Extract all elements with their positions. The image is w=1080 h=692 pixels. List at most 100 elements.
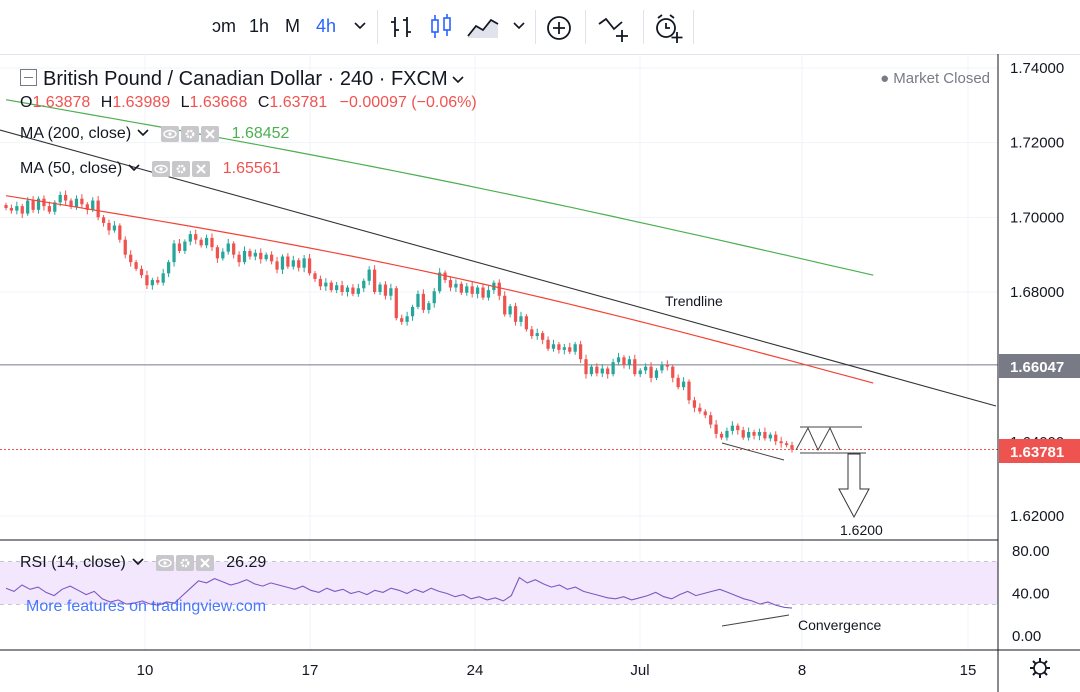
candle-body (15, 206, 19, 211)
toolbar-divider (377, 10, 378, 44)
candle-body (194, 234, 198, 240)
candle-body (600, 368, 604, 374)
candle-body (389, 288, 393, 296)
collapse-legend-icon[interactable] (20, 69, 37, 87)
market-status: ● Market Closed (880, 70, 990, 87)
candle-body (297, 260, 301, 268)
candle-body (64, 194, 68, 201)
rsi-tick-label: 0.00 (1012, 628, 1041, 645)
candle-body (226, 243, 230, 252)
rsi-tick-label: 40.00 (1012, 586, 1050, 603)
symbol-legend[interactable]: British Pound / Canadian Dollar · 240 · … (20, 68, 464, 91)
candle-body (779, 441, 783, 444)
candle-body (372, 269, 377, 292)
candle-body (741, 430, 745, 438)
candle-body (432, 291, 436, 304)
candle-body (709, 415, 713, 425)
chevron-down-icon[interactable] (137, 128, 149, 138)
visibility-eye-icon[interactable] (161, 125, 180, 142)
candle-body (747, 432, 751, 438)
low-label: L (180, 94, 190, 111)
add-compare-icon[interactable] (545, 14, 573, 42)
interval-4h[interactable]: 4h (316, 16, 337, 36)
candle-body (470, 286, 474, 294)
candle-body (4, 205, 8, 208)
time-tick-label: 10 (137, 662, 154, 679)
price-axis[interactable]: 1.74000 1.72000 1.70000 1.68000 1.62000 (1010, 60, 1064, 525)
candle-body (421, 293, 426, 310)
watermark[interactable]: More features on tradingview.com (26, 598, 266, 615)
candle-body (448, 280, 453, 288)
close-icon[interactable] (192, 160, 211, 177)
alert-icon[interactable] (653, 14, 685, 44)
area-style-icon[interactable] (466, 14, 500, 40)
price-tick-label: 1.74000 (1010, 60, 1064, 77)
double-top-pattern (721, 426, 866, 461)
candle-body (221, 251, 225, 259)
rsi-axis[interactable]: 80.00 40.00 0.00 (1012, 543, 1050, 645)
candle-body (752, 432, 756, 436)
candle-body (129, 254, 133, 263)
visibility-eye-icon[interactable] (152, 160, 171, 177)
add-indicator-icon[interactable] (597, 14, 631, 44)
settings-gear-icon[interactable] (181, 125, 200, 142)
chevron-down-icon[interactable] (354, 21, 366, 31)
time-tick-label: 8 (798, 662, 806, 679)
settings-gear-icon[interactable] (175, 554, 194, 571)
chart-area[interactable]: Trendline 1.6200 Convergence More featur… (0, 54, 1080, 692)
candle-body (633, 359, 637, 375)
candle-body (345, 287, 350, 292)
candle-body (232, 243, 236, 255)
close-icon[interactable] (195, 554, 214, 571)
rsi-value: 26.29 (226, 554, 267, 571)
candle-body (551, 344, 556, 349)
candle-body (248, 250, 252, 257)
ma50-label: MA (50, close) (20, 160, 123, 177)
candle-body (784, 443, 789, 446)
candle-body (638, 370, 642, 375)
candle-body (264, 254, 268, 260)
candle-body (204, 237, 209, 246)
candle-body (335, 285, 339, 291)
candle-body (513, 306, 518, 322)
candle-body (611, 362, 615, 375)
candle-body (166, 262, 171, 274)
target-label: 1.6200 (840, 522, 883, 538)
candles (4, 190, 794, 453)
candle-body (595, 366, 599, 374)
candle-body (237, 254, 241, 263)
ma200-legend[interactable]: MA (200, close) 1.68452 (20, 125, 289, 143)
close-icon[interactable] (201, 125, 220, 142)
settings-gear-icon[interactable] (172, 160, 191, 177)
candle-body (475, 287, 480, 294)
visibility-eye-icon[interactable] (155, 554, 174, 571)
candle-body (53, 202, 57, 212)
ma50-legend[interactable]: MA (50, close) 1.65561 (20, 160, 281, 178)
time-axis[interactable]: 10 17 24 Jul 8 15 (137, 662, 977, 679)
settings-gear-icon[interactable] (1030, 658, 1050, 678)
chevron-down-icon[interactable] (452, 75, 464, 85)
chevron-down-icon[interactable] (128, 163, 140, 173)
candle-body (616, 357, 621, 363)
candle-body (486, 290, 491, 298)
toolbar-divider (585, 10, 586, 44)
rsi-legend[interactable]: RSI (14, close) 26.29 (20, 554, 266, 572)
candle-body (80, 198, 84, 205)
candle-body (269, 254, 274, 262)
candle-body (627, 359, 632, 365)
close-label: C (257, 94, 270, 111)
chevron-down-icon[interactable] (132, 557, 144, 567)
candle-style-icon[interactable] (429, 14, 455, 40)
close-value: 1.63781 (269, 94, 328, 111)
candle-body (589, 366, 594, 375)
candle-body (698, 407, 702, 412)
interval-1h[interactable]: 1h (249, 16, 270, 36)
interval-month[interactable]: M (285, 16, 300, 36)
ohlc-legend: O1.63878 H1.63989 L1.63668 C1.63781 −0.0… (20, 94, 477, 112)
bar-style-icon[interactable] (389, 14, 415, 40)
candle-body (503, 295, 507, 315)
chevron-down-icon[interactable] (513, 21, 525, 31)
interval-minutes[interactable]: ɔm (212, 16, 236, 36)
trendline-label: Trendline (665, 293, 723, 309)
candle-body (535, 333, 539, 337)
